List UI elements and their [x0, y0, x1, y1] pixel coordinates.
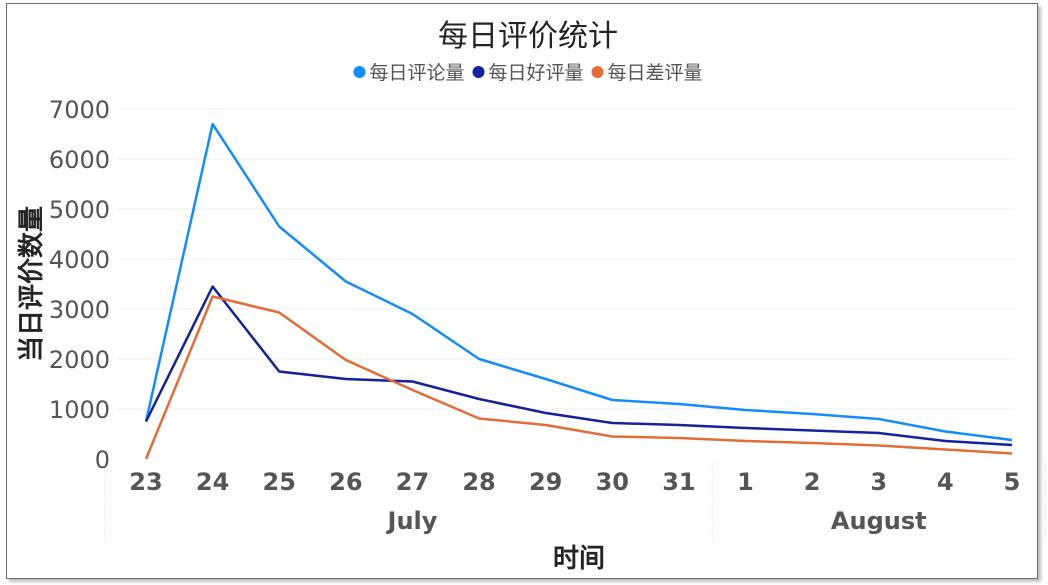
y-tick-label: 0: [95, 446, 110, 474]
month-label: August: [831, 507, 927, 535]
legend-label: 每日差评量: [608, 62, 703, 84]
month-label: July: [386, 507, 438, 535]
y-axis-title: 当日评价数量: [17, 206, 47, 362]
legend-marker: [591, 66, 604, 78]
x-tick-label: 29: [529, 468, 562, 496]
x-tick-label: 24: [196, 468, 229, 496]
y-tick-label: 3000: [49, 296, 110, 324]
x-tick-label: 5: [1004, 468, 1021, 496]
legend-item[interactable]: 每日评论量: [353, 62, 465, 84]
legend-label: 每日好评量: [489, 62, 584, 84]
x-axis-ticks: 23 24 25 26 27 28 29 30 31 1 2 3 4 5: [129, 468, 1020, 496]
x-tick-label: 23: [129, 468, 162, 496]
series-lines: [144, 122, 1013, 460]
series-line-2: [144, 295, 1013, 460]
x-tick-label: 31: [662, 468, 695, 496]
y-tick-label: 1000: [49, 396, 110, 424]
y-tick-label: 4000: [49, 246, 110, 274]
x-tick-label: 30: [596, 468, 629, 496]
series-line-0: [144, 122, 1013, 442]
legend-item[interactable]: 每日差评量: [591, 62, 703, 84]
legend-label: 每日评论量: [370, 62, 465, 84]
x-tick-label: 26: [329, 468, 362, 496]
y-tick-label: 5000: [49, 196, 110, 224]
chart-frame: [6, 3, 1038, 579]
series-line-1: [144, 285, 1013, 447]
x-tick-label: 1: [737, 468, 754, 496]
x-tick-label: 27: [396, 468, 429, 496]
legend-marker: [472, 66, 485, 78]
y-axis-ticks: 0 1000 2000 3000 4000 5000 6000 7000: [49, 96, 110, 474]
x-tick-label: 2: [804, 468, 821, 496]
x-tick-label: 4: [937, 468, 954, 496]
x-axis-month-groups: July August: [104, 462, 1046, 542]
y-tick-label: 6000: [49, 146, 110, 174]
x-tick-label: 28: [462, 468, 495, 496]
y-tick-label: 7000: [49, 96, 110, 124]
chart-title: 每日评价统计: [438, 19, 618, 54]
legend-item[interactable]: 每日好评量: [472, 62, 584, 84]
x-tick-label: 3: [870, 468, 887, 496]
gridlines: [118, 108, 1015, 410]
x-tick-label: 25: [263, 468, 296, 496]
y-tick-label: 2000: [49, 346, 110, 374]
x-axis-title: 时间: [553, 544, 605, 574]
legend: 每日评论量 每日好评量 每日差评量: [353, 62, 703, 84]
legend-marker: [353, 66, 366, 78]
